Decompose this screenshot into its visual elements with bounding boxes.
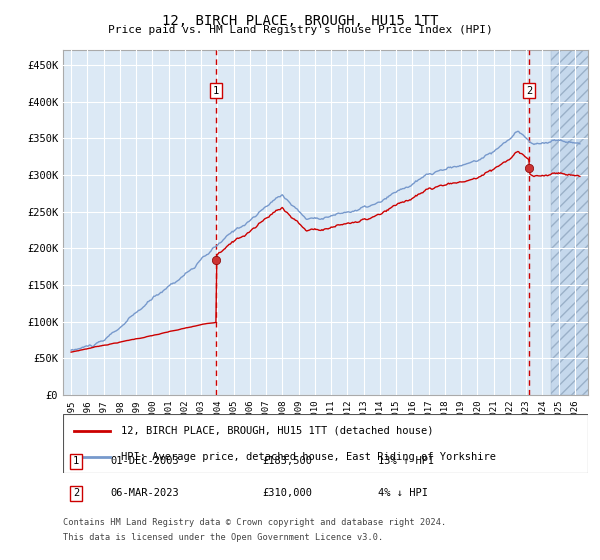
Bar xyxy=(551,50,600,395)
Text: 12, BIRCH PLACE, BROUGH, HU15 1TT (detached house): 12, BIRCH PLACE, BROUGH, HU15 1TT (detac… xyxy=(121,426,433,436)
Text: 06-MAR-2023: 06-MAR-2023 xyxy=(110,488,179,498)
Text: 13% ↑ HPI: 13% ↑ HPI xyxy=(378,456,434,466)
Text: 2: 2 xyxy=(526,86,532,96)
FancyBboxPatch shape xyxy=(63,414,588,473)
Text: £183,500: £183,500 xyxy=(263,456,313,466)
Text: 12, BIRCH PLACE, BROUGH, HU15 1TT: 12, BIRCH PLACE, BROUGH, HU15 1TT xyxy=(162,14,438,28)
Text: 2: 2 xyxy=(73,488,79,498)
Text: £310,000: £310,000 xyxy=(263,488,313,498)
Bar xyxy=(551,50,600,395)
Text: Price paid vs. HM Land Registry's House Price Index (HPI): Price paid vs. HM Land Registry's House … xyxy=(107,25,493,35)
Text: This data is licensed under the Open Government Licence v3.0.: This data is licensed under the Open Gov… xyxy=(63,533,383,542)
Text: Contains HM Land Registry data © Crown copyright and database right 2024.: Contains HM Land Registry data © Crown c… xyxy=(63,518,446,527)
Text: 1: 1 xyxy=(213,86,219,96)
Text: 1: 1 xyxy=(73,456,79,466)
Text: 4% ↓ HPI: 4% ↓ HPI xyxy=(378,488,428,498)
Text: HPI: Average price, detached house, East Riding of Yorkshire: HPI: Average price, detached house, East… xyxy=(121,452,496,462)
Text: 01-DEC-2003: 01-DEC-2003 xyxy=(110,456,179,466)
